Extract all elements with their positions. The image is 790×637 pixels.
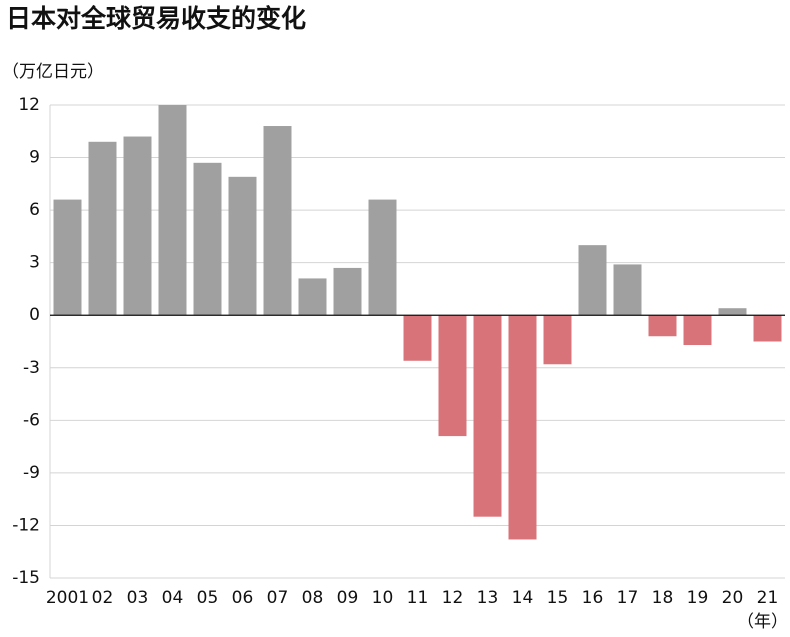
x-tick-label: 09 <box>337 588 359 608</box>
bar <box>683 315 712 346</box>
bar <box>753 315 782 342</box>
y-tick-label: -15 <box>12 568 40 588</box>
bar <box>88 141 117 316</box>
y-tick-label: 12 <box>18 95 40 115</box>
x-tick-label: 18 <box>652 588 674 608</box>
bar <box>193 162 222 316</box>
bar <box>263 126 292 316</box>
bar <box>473 315 502 517</box>
bar <box>613 264 642 316</box>
x-axis-label: （年） <box>737 612 788 632</box>
bar <box>228 176 257 316</box>
x-tick-label: 03 <box>127 588 149 608</box>
y-axis-label: （万亿日元） <box>2 62 104 82</box>
x-tick-label: 14 <box>512 588 534 608</box>
x-tick-label: 06 <box>232 588 254 608</box>
x-tick-label: 17 <box>617 588 639 608</box>
bar <box>543 315 572 365</box>
bar <box>718 308 747 316</box>
y-tick-label: -9 <box>23 463 40 483</box>
x-tick-label: 2001 <box>46 588 89 608</box>
bar <box>333 267 362 316</box>
bar <box>438 315 467 437</box>
x-tick-label: 11 <box>407 588 429 608</box>
y-tick-label: 6 <box>29 200 40 220</box>
chart-title: 日本对全球贸易收支的变化 <box>6 4 306 33</box>
bar <box>158 105 187 316</box>
y-tick-label: 0 <box>29 305 40 325</box>
x-tick-label: 10 <box>372 588 394 608</box>
x-tick-label: 12 <box>442 588 464 608</box>
x-tick-label: 21 <box>757 588 779 608</box>
x-tick-label: 04 <box>162 588 184 608</box>
x-tick-label: 20 <box>722 588 744 608</box>
bar <box>123 136 152 316</box>
x-tick-label: 02 <box>92 588 114 608</box>
y-tick-label: -12 <box>12 515 40 535</box>
bar <box>368 199 397 316</box>
bar <box>648 315 677 337</box>
x-tick-label: 16 <box>582 588 604 608</box>
x-tick-label: 13 <box>477 588 499 608</box>
x-tick-label: 07 <box>267 588 289 608</box>
x-tick-label: 08 <box>302 588 324 608</box>
x-tick-label: 15 <box>547 588 569 608</box>
bar <box>53 199 82 316</box>
bar <box>578 245 607 316</box>
y-tick-label: -3 <box>23 358 40 378</box>
y-tick-label: -6 <box>23 410 40 430</box>
bar <box>403 315 432 361</box>
y-tick-label: 3 <box>29 253 40 273</box>
bar <box>508 315 537 540</box>
y-tick-label: 9 <box>29 148 40 168</box>
x-tick-label: 19 <box>687 588 709 608</box>
bar <box>298 278 327 316</box>
x-tick-label: 05 <box>197 588 219 608</box>
